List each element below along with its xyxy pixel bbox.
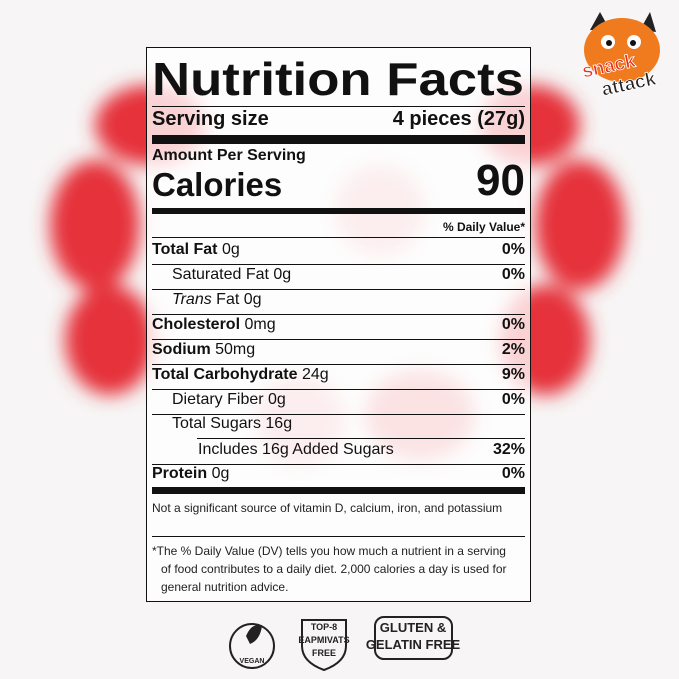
note: Not a significant source of vitamin D, c…	[152, 501, 503, 515]
nutrient-name: Protein	[152, 465, 208, 482]
serving-value: 4 pieces (27g)	[392, 108, 525, 130]
nutrient-row: Trans Fat 0g	[152, 289, 525, 313]
nutrient-name: Sodium	[152, 341, 211, 358]
badge-text: FREE	[312, 648, 336, 658]
nutrient-amount: 0g	[211, 465, 230, 482]
amount-per-serving: Amount Per Serving	[152, 147, 306, 164]
nutrient-amount: 0g	[273, 266, 292, 283]
nutrient-dv: 9%	[501, 366, 525, 383]
nutrient-amount: 0g	[268, 391, 286, 408]
nutrient-name: Cholesterol	[152, 316, 241, 333]
nutrient-row: Dietary Fiber 0g 0%	[152, 389, 525, 413]
nutrient-dv: 0%	[501, 241, 525, 258]
badge-text: GELATIN FREE	[366, 637, 461, 652]
nutrient-name: Dietary Fiber	[172, 391, 264, 408]
rule	[152, 364, 525, 365]
nutrient-row: Total Fat 0g 0%	[152, 239, 525, 263]
rule	[152, 237, 525, 238]
nutrient-name: Total Fat	[152, 241, 218, 258]
calories-value: 90	[476, 156, 525, 205]
serving-label: Serving size	[152, 108, 269, 130]
rule	[152, 264, 525, 265]
dv-header: % Daily Value*	[442, 220, 525, 234]
badge-text: EAPMIVATS	[298, 635, 349, 645]
rule	[152, 536, 525, 537]
nutrient-row: Sodium 50mg 2%	[152, 339, 525, 363]
nutrient-row: Protein 0g 0%	[152, 463, 525, 487]
label-title: Nutrition Facts	[152, 53, 524, 105]
nutrient-row: Saturated Fat 0g 0%	[152, 264, 525, 288]
nutrient-name: Fat	[216, 291, 240, 308]
rule	[152, 339, 525, 340]
nutrition-label: Nutrition Facts Serving size 4 pieces (2…	[146, 47, 531, 602]
leaf-icon	[246, 625, 262, 644]
nutrient-name: Saturated Fat	[172, 266, 269, 283]
logo: snack attack	[580, 12, 660, 101]
thick-rule	[152, 208, 525, 214]
calories-label: Calories	[152, 166, 283, 203]
nutrient-amount: 50mg	[215, 341, 256, 358]
nutrient-dv: 2%	[501, 341, 525, 358]
nutrient-amount: 0g	[221, 241, 240, 258]
rule	[197, 438, 525, 439]
rule	[152, 389, 525, 390]
nutrient-amount: 24g	[301, 366, 329, 383]
nutrient-row: Total Carbohydrate 24g 9%	[152, 364, 525, 388]
nutrient-row: Total Sugars 16g	[152, 413, 525, 437]
badge-text: TOP-8	[311, 622, 337, 632]
nutrient-dv: 0%	[501, 391, 525, 408]
nutrient-dv: 0%	[501, 266, 525, 283]
nutrient-name: Includes 16g Added Sugars	[198, 441, 394, 458]
nutrient-row: Cholesterol 0mg 0%	[152, 314, 525, 338]
nutrient-amount: 0g	[243, 291, 262, 308]
nutrient-dv: 0%	[501, 316, 525, 333]
rule	[152, 414, 525, 415]
badge-text: VEGAN	[240, 658, 265, 665]
nutrient-amount: 16g	[265, 415, 293, 432]
rule	[152, 314, 525, 315]
nutrient-name: Total Carbohydrate	[152, 366, 298, 383]
title-box: Nutrition Facts	[152, 53, 524, 105]
badges	[229, 616, 453, 672]
nutrient-row: Includes 16g Added Sugars 32%	[152, 439, 525, 463]
footnote: *The % Daily Value (DV) tells you how mu…	[152, 544, 507, 594]
rule	[152, 464, 525, 465]
badge-text: GLUTEN &	[380, 620, 446, 635]
nutrient-amount: 0mg	[244, 316, 276, 333]
rule	[152, 289, 525, 290]
nutrient-name: Total Sugars	[172, 415, 261, 432]
nutrient-dv: 32%	[492, 441, 525, 458]
nutrient-prefix: Trans	[172, 291, 212, 308]
nutrient-dv: 0%	[501, 465, 525, 482]
thick-rule	[152, 487, 525, 494]
thick-rule	[152, 135, 525, 144]
rule	[152, 106, 525, 107]
